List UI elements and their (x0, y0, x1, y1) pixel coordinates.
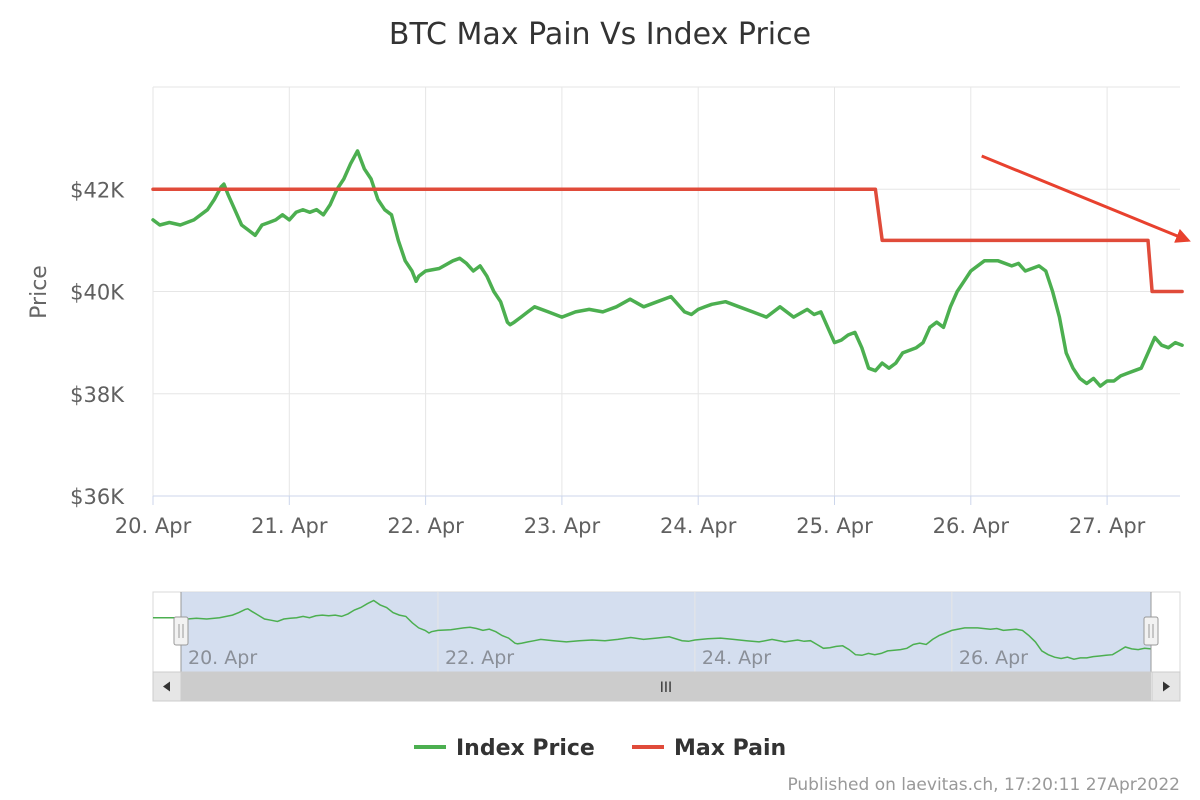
scroll-left-button[interactable] (152, 671, 182, 702)
legend-label-max-pain: Max Pain (674, 736, 786, 761)
y-tick-label: $40K (70, 281, 125, 305)
x-tick-label: 26. Apr (933, 514, 1010, 538)
legend: Index Price Max Pain (414, 736, 786, 761)
y-tick-label: $36K (70, 485, 125, 509)
navigator-selection[interactable] (181, 592, 1151, 672)
navigator[interactable]: 20. Apr 22. Apr 24. Apr 26. Apr (152, 591, 1181, 673)
navigator-x-label: 20. Apr (188, 647, 257, 669)
navigator-x-label: 24. Apr (702, 647, 771, 669)
x-axis: 20. Apr 21. Apr 22. Apr 23. Apr 24. Apr 25. A… (115, 496, 1146, 538)
x-tick-label: 22. Apr (387, 514, 464, 538)
chart-title: BTC Max Pain Vs Index Price (389, 17, 811, 52)
arrow-right-icon (1163, 681, 1170, 692)
scroll-right-button[interactable] (1151, 671, 1181, 702)
scrollbar-grip: III (660, 680, 672, 696)
legend-item-max-pain[interactable]: Max Pain (632, 736, 786, 761)
legend-item-index-price[interactable]: Index Price (414, 736, 595, 761)
trend-arrow (981, 154, 1191, 243)
annotation-group (981, 154, 1191, 243)
navigator-axis: 20. Apr 22. Apr 24. Apr 26. Apr (188, 647, 1028, 669)
x-tick-label: 25. Apr (796, 514, 873, 538)
x-tick-label: 24. Apr (660, 514, 737, 538)
series-group (151, 149, 1184, 388)
x-tick-label: 23. Apr (524, 514, 601, 538)
scrollbar[interactable]: III (152, 671, 1181, 702)
arrow-left-icon (163, 681, 170, 692)
x-tick-label: 20. Apr (115, 514, 192, 538)
series-line-max-pain[interactable] (151, 187, 1184, 294)
navigator-series-line (180, 599, 1152, 660)
y-tick-label: $38K (70, 383, 125, 407)
series-line-index-price[interactable] (151, 149, 1184, 388)
scrollbar-thumb[interactable] (181, 672, 1151, 701)
navigator-x-label: 22. Apr (445, 647, 514, 669)
y-tick-label: $42K (70, 178, 125, 202)
navigator-x-label: 26. Apr (959, 647, 1028, 669)
x-tick-label: 27. Apr (1069, 514, 1146, 538)
navigator-left-handle[interactable] (173, 616, 189, 646)
y-axis-label: Price (27, 265, 52, 319)
y-axis: $36K $38K $40K $42K (70, 178, 125, 509)
legend-label-index-price: Index Price (456, 736, 595, 761)
navigator-right-handle[interactable] (1143, 616, 1159, 646)
x-tick-label: 21. Apr (251, 514, 328, 538)
navigator-grid (180, 592, 953, 672)
credit-text[interactable]: Published on laevitas.ch, 17:20:11 27Apr… (787, 775, 1180, 795)
